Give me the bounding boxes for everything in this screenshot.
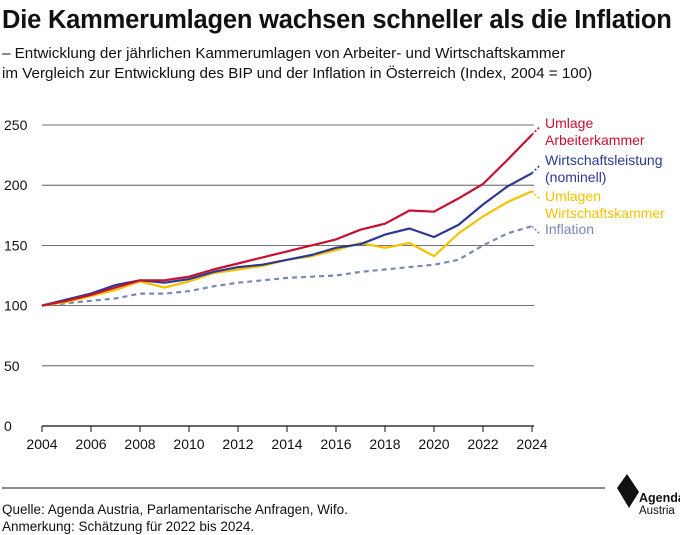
x-tick-label: 2012 bbox=[222, 436, 253, 452]
legend-label: Wirtschaftsleistung bbox=[545, 152, 662, 168]
x-tick-label: 2024 bbox=[516, 436, 547, 452]
agenda-austria-logo: Agenda Austria bbox=[615, 472, 680, 520]
y-tick-label: 150 bbox=[4, 237, 28, 253]
y-tick-label: 50 bbox=[4, 358, 20, 374]
y-tick-label: 0 bbox=[4, 418, 12, 434]
series-end-connector bbox=[531, 225, 541, 235]
legend-label: Inflation bbox=[545, 221, 594, 237]
series-end-connector bbox=[531, 190, 541, 200]
x-tick-label: 2018 bbox=[369, 436, 400, 452]
chart-title: Die Kammerumlagen wachsen schneller als … bbox=[2, 6, 672, 34]
x-tick-label: 2016 bbox=[320, 436, 351, 452]
series-end-connector bbox=[531, 164, 541, 174]
series-line-umlage bbox=[41, 133, 533, 307]
footer: Quelle: Agenda Austria, Parlamentarische… bbox=[2, 501, 348, 535]
subtitle-line-1: – Entwicklung der jährlichen Kammerumlag… bbox=[2, 45, 566, 62]
legend-label-line-2: (nominell) bbox=[545, 169, 606, 185]
x-tick-label: 2006 bbox=[75, 436, 106, 452]
series-line-wirtschaftsleistung bbox=[41, 172, 533, 307]
x-tick-label: 2010 bbox=[173, 436, 204, 452]
logo-mark-icon bbox=[617, 474, 639, 508]
legend-label: Umlage bbox=[545, 115, 593, 131]
legend-label-line-2: Arbeiterkammer bbox=[545, 132, 645, 148]
series-line-inflation bbox=[41, 225, 533, 307]
x-tick-label: 2022 bbox=[467, 436, 498, 452]
y-tick-label: 100 bbox=[4, 298, 28, 314]
source-note: Quelle: Agenda Austria, Parlamentarische… bbox=[2, 502, 348, 517]
x-tick-label: 2020 bbox=[418, 436, 449, 452]
y-tick-label: 200 bbox=[4, 177, 28, 193]
x-tick-label: 2014 bbox=[271, 436, 302, 452]
chart-subtitle: – Entwicklung der jährlichen Kammerumlag… bbox=[2, 44, 672, 84]
logo-brand-2: Austria bbox=[639, 505, 675, 517]
series-end-connector bbox=[531, 126, 541, 136]
legend-label: Umlagen bbox=[545, 188, 601, 204]
x-tick-label: 2004 bbox=[26, 436, 57, 452]
logo-brand: Agenda bbox=[639, 491, 680, 505]
legend-label-line-2: Wirtschaftskammer bbox=[545, 205, 665, 221]
y-tick-label: 250 bbox=[4, 117, 28, 133]
subtitle-line-2: im Vergleich zur Entwicklung des BIP und… bbox=[2, 65, 593, 82]
remark-note: Anmerkung: Schätzung für 2022 bis 2024. bbox=[2, 519, 255, 534]
x-tick-label: 2008 bbox=[124, 436, 155, 452]
